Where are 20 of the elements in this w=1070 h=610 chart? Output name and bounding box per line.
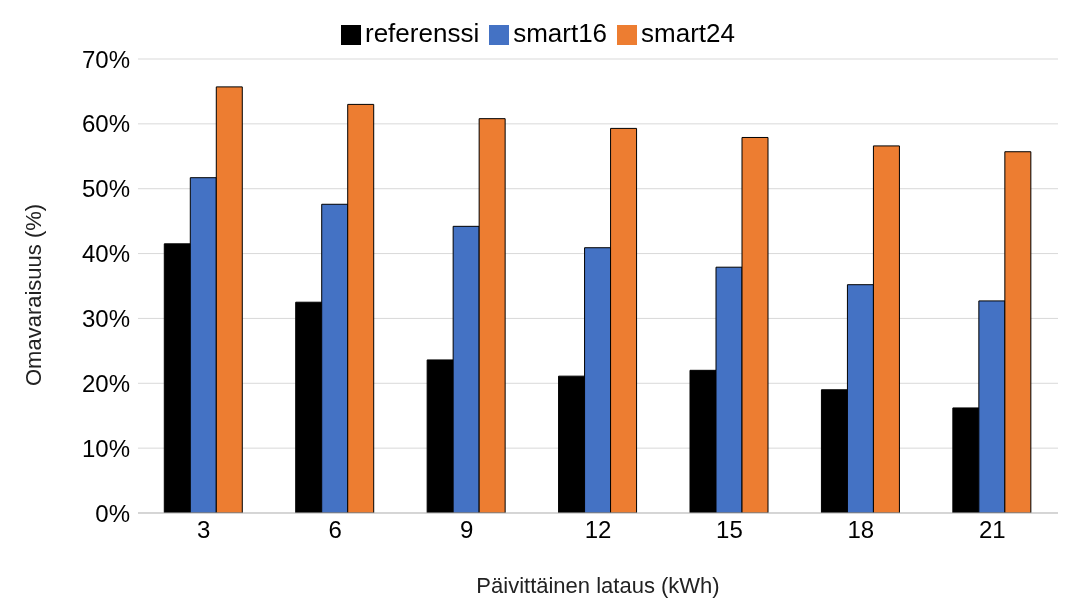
x-tick-label: 18 xyxy=(847,516,875,544)
y-tick-label: 30% xyxy=(81,304,130,332)
legend-label: smart16 xyxy=(513,18,608,48)
y-tick-label: 10% xyxy=(81,434,130,462)
x-axis-title: Päivittäinen lataus (kWh) xyxy=(476,573,720,598)
y-tick-label: 70% xyxy=(81,45,130,73)
y-tick-label: 50% xyxy=(81,175,130,203)
legend-label: referenssi xyxy=(365,18,480,48)
y-tick-label: 60% xyxy=(81,110,130,138)
x-tick-label: 6 xyxy=(328,516,342,544)
x-tick-label: 15 xyxy=(716,516,743,544)
x-tick-label: 9 xyxy=(459,516,474,544)
legend-label: smart24 xyxy=(641,18,735,48)
y-tick-label: 20% xyxy=(81,369,130,397)
x-tick-label: 12 xyxy=(584,516,612,544)
y-axis-title: Omavaraisuus (%) xyxy=(20,203,46,386)
y-tick-label: 0% xyxy=(95,499,130,527)
x-tick-label: 3 xyxy=(197,516,211,544)
x-tick-label: 21 xyxy=(978,516,1006,544)
y-tick-label: 40% xyxy=(81,240,130,268)
